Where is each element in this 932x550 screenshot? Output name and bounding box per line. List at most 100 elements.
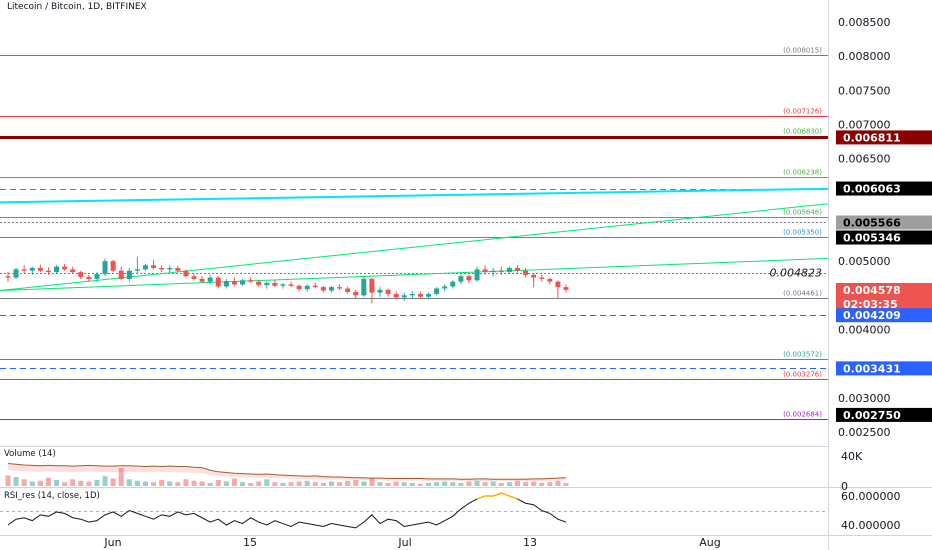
candle-body: [45, 270, 51, 273]
trend-lines: [0, 187, 829, 292]
candle-body: [70, 269, 76, 273]
price-axis-tick: 0.007000: [838, 119, 891, 132]
volume-bar: [159, 480, 165, 486]
time-axis-label: Jun: [103, 536, 121, 549]
candle-body: [377, 289, 383, 293]
volume-bar: [29, 481, 35, 486]
volume-bar: [199, 481, 205, 486]
candle-body: [490, 270, 496, 273]
candle-body: [361, 278, 367, 296]
price-axis-tick: 0.003000: [838, 392, 891, 405]
volume-bar: [458, 483, 464, 486]
candle-body: [442, 286, 448, 289]
volume-bar: [328, 481, 334, 486]
volume-bar: [312, 482, 318, 486]
rsi-axis-tick: 60.000000: [841, 490, 901, 503]
volume-axis-tick: 40K: [841, 450, 863, 463]
rsi-line: [7, 492, 567, 529]
price-badge-label: 0.005566: [843, 216, 901, 229]
price-badge: [836, 215, 932, 230]
volume-bar: [256, 481, 262, 486]
volume-bar: [353, 480, 359, 486]
rsi-overbought-segment: [476, 492, 518, 500]
volume-bar: [86, 481, 92, 486]
level-label: (0.006830): [783, 128, 822, 136]
price-badge: [836, 181, 932, 196]
candle-body: [86, 276, 92, 279]
candle-body: [248, 280, 254, 282]
volume-bar: [361, 481, 367, 486]
volume-bar: [506, 482, 512, 486]
price-axis-tick: 0.002500: [838, 426, 891, 439]
price-axis-tick: 0.006500: [838, 153, 891, 166]
volume-bar: [539, 483, 545, 486]
price-badge: [836, 130, 932, 145]
candle-body: [231, 280, 237, 285]
price-badge-label: 0.006811: [843, 131, 901, 144]
candle-body: [482, 269, 488, 273]
horizontal-levels: (0.008015) (0.007126) (0.006830) (0.006238)…: [0, 47, 828, 420]
price-badge: [836, 308, 932, 323]
candle-body: [434, 288, 440, 294]
candle-body: [409, 293, 415, 296]
candle-body: [167, 268, 173, 270]
candle-body: [13, 269, 19, 278]
volume-bar: [304, 480, 310, 486]
level-label: (0.007126): [783, 108, 822, 116]
candle-body: [272, 283, 278, 286]
rsi-series: [0, 492, 828, 529]
candle-body: [563, 287, 569, 290]
volume-bar: [531, 481, 537, 486]
trendline-channel: [0, 187, 829, 204]
volume-bar: [191, 480, 197, 486]
candle-body: [345, 288, 351, 292]
volume-bar: [450, 482, 456, 486]
volume-bar: [151, 482, 157, 486]
volume-bar: [320, 483, 326, 486]
volume-axis-tick: 0: [841, 480, 848, 493]
price-badges: 0.006811 0.006063 0.005566 0.005346 0.004578…: [836, 130, 932, 422]
time-axis-label: 13: [523, 536, 537, 549]
volume-bar: [401, 482, 407, 486]
level-label: (0.003276): [783, 371, 822, 379]
candle-body: [547, 278, 553, 282]
volume-bar: [134, 480, 140, 486]
volume-bar: [280, 483, 286, 486]
volume-bar: [13, 477, 19, 486]
volume-ma-line: [7, 463, 567, 480]
price-badge-label: 02:03:35: [843, 298, 898, 311]
volume-bar: [175, 482, 181, 486]
volume-bar: [45, 477, 51, 486]
volume-bar: [272, 482, 278, 486]
volume-bar: [426, 483, 432, 486]
volume-bar: [482, 482, 488, 486]
price-axis-tick: 0.005000: [838, 255, 891, 268]
candle-body: [215, 277, 221, 287]
volume-indicator-title[interactable]: Volume (14): [4, 449, 56, 459]
candle-body: [296, 285, 302, 290]
price-badge-label: 0.005346: [843, 232, 901, 245]
rsi-indicator-title[interactable]: RSI_res (14, close, 1D): [4, 491, 100, 501]
volume-bar: [78, 480, 84, 486]
volume-bar: [118, 468, 124, 486]
volume-bar: [514, 480, 520, 486]
volume-bar: [21, 479, 27, 486]
candle-body: [280, 284, 286, 286]
candle-body: [29, 268, 35, 271]
candle-body: [288, 284, 294, 286]
volume-bar: [126, 479, 132, 486]
volume-bar: [345, 480, 351, 486]
candle-body: [320, 287, 326, 291]
candle-body: [191, 276, 197, 279]
level-label: (0.008015): [783, 47, 822, 55]
volume-bar: [94, 480, 100, 486]
trendline-green-shallow: [0, 257, 829, 292]
candle-body: [21, 269, 27, 271]
volume-bar: [490, 481, 496, 486]
volume-series: [5, 463, 569, 486]
volume-bar: [223, 481, 229, 486]
volume-bar: [54, 480, 60, 486]
candle-body: [223, 280, 229, 287]
volume-bar: [393, 481, 399, 486]
